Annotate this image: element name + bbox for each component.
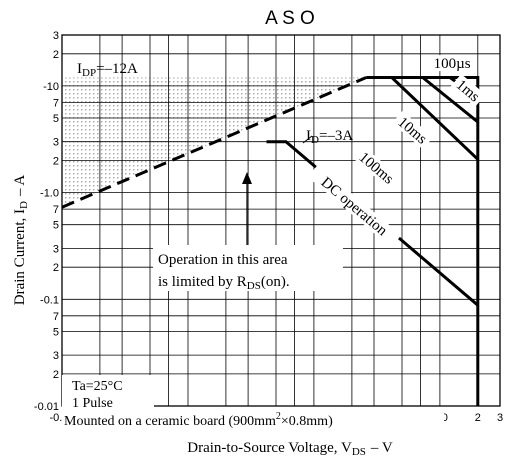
curve-label-3: 10ms xyxy=(392,110,434,150)
y-tick-label: 3 xyxy=(53,30,59,42)
series-line-4 xyxy=(421,76,479,124)
curve-label-backdrop xyxy=(307,164,402,248)
y-tick-label: 7 xyxy=(53,311,59,323)
y-tick-label: 2 xyxy=(53,262,59,274)
y-tick-label: 7 xyxy=(53,204,59,216)
x-tick-label: 3 xyxy=(497,412,503,424)
curve-label-backdrop xyxy=(352,145,401,190)
y-tick-label: 7 xyxy=(53,97,59,109)
series-line-6 xyxy=(266,140,479,307)
conditions-backdrop xyxy=(62,375,154,413)
x-axis-label: Drain-to-Source Voltage, VDS – V xyxy=(187,440,393,458)
grid-group xyxy=(62,35,500,406)
board-backdrop xyxy=(62,412,444,430)
y-tick-label: 3 xyxy=(53,243,59,255)
area-note-backdrop xyxy=(153,245,343,291)
curve-label-4: 100ms xyxy=(352,145,401,190)
y-tick-labels: -0.01 2 3 5 7 -0.1 2 3 5 7 -1.0 2 3 5 7 -10 2 3 xyxy=(34,30,59,413)
y-tick-label: 2 xyxy=(53,369,59,381)
y-tick-label: -1.0 xyxy=(40,188,59,200)
y-tick-label: 5 xyxy=(53,220,59,232)
y-tick-label: 3 xyxy=(53,137,59,149)
y-tick-label: 2 xyxy=(53,156,59,168)
curve-label-backdrop xyxy=(392,110,434,150)
y-tick-label: 2 xyxy=(53,49,59,61)
condition-pulse: 1 Pulse xyxy=(72,396,113,411)
curve-label-1: 100µs xyxy=(427,55,477,72)
area-arrow-head xyxy=(242,172,252,184)
curve-label-backdrop xyxy=(450,73,486,107)
x-tick-label: 2 xyxy=(475,412,481,424)
y-tick-label: 5 xyxy=(53,113,59,125)
series-line-5 xyxy=(390,76,479,161)
area-note-line1: Operation in this area xyxy=(158,252,288,268)
y-tick-label: -0.1 xyxy=(40,294,59,306)
y-tick-label: 5 xyxy=(53,326,59,338)
curve-label-text: DC operation xyxy=(318,174,391,239)
chart-title: A S O xyxy=(265,8,315,29)
id-label: ID=–3A xyxy=(306,128,353,146)
plot-frame xyxy=(61,34,501,407)
y-tick-label: 3 xyxy=(53,350,59,362)
series-line-1 xyxy=(61,76,367,209)
y-tick-label: -10 xyxy=(43,81,59,93)
curve-label-backdrop xyxy=(427,55,477,72)
curve-label-text: 100ms xyxy=(356,149,397,187)
id-pointer-line xyxy=(302,135,313,144)
y-tick-label: -0.01 xyxy=(34,401,59,413)
condition-temp: Ta=25°C xyxy=(72,379,123,394)
board-note: Mounted on a ceramic board (900mm2×0.8mm… xyxy=(64,411,333,429)
idp-label: IDP=–12A xyxy=(77,61,138,79)
series-line-2 xyxy=(366,76,480,406)
y-axis-label: Drain Current, ID– A xyxy=(12,175,30,306)
curve-label-text: 100µs xyxy=(434,56,471,72)
area-note-line2: is limited by RDS(on). xyxy=(158,274,290,292)
